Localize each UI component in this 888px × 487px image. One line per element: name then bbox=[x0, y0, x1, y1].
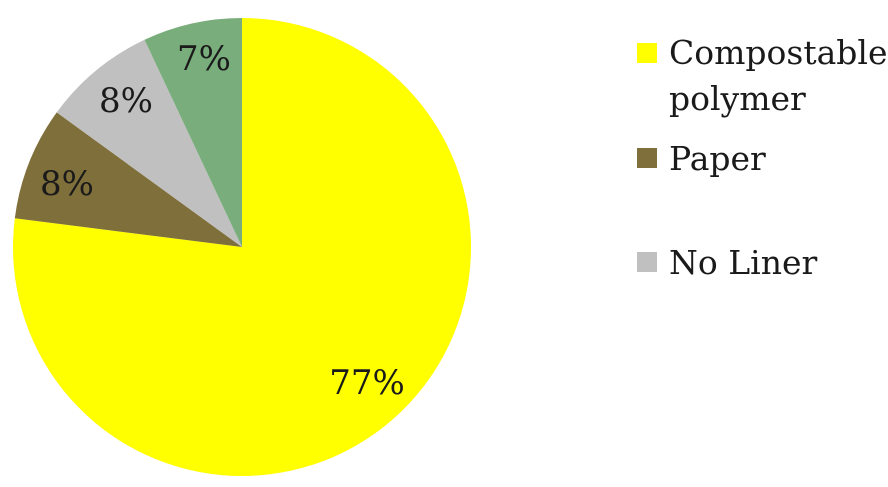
pie-slice-compostable-polymer bbox=[12, 18, 472, 476]
pie-slice-paper bbox=[14, 112, 242, 247]
legend-label-paper: Paper bbox=[669, 139, 766, 178]
legend-swatch-no-liner bbox=[637, 252, 657, 272]
data-label-no-liner: 8% bbox=[99, 81, 153, 121]
legend-label-compostable-polymer-line-1: Compostable bbox=[669, 33, 887, 72]
legend-label-compostable-polymer-line-2: polymer bbox=[669, 79, 806, 118]
legend-swatch-paper bbox=[637, 148, 657, 168]
data-label-slice-4: 7% bbox=[177, 39, 231, 79]
legend-swatch-compostable-polymer bbox=[637, 43, 657, 63]
pie-slice-no-liner bbox=[56, 39, 242, 248]
pie-slice-slice-4 bbox=[144, 18, 242, 247]
legend: Compostable polymer Paper No Liner bbox=[637, 33, 887, 282]
legend-label-no-liner: No Liner bbox=[669, 243, 817, 282]
data-label-paper: 8% bbox=[40, 164, 94, 204]
data-label-compostable-polymer: 77% bbox=[329, 363, 405, 403]
pie-slice-labels: 77% 8% 8% 7% bbox=[40, 39, 405, 403]
pie-slices bbox=[12, 18, 472, 476]
